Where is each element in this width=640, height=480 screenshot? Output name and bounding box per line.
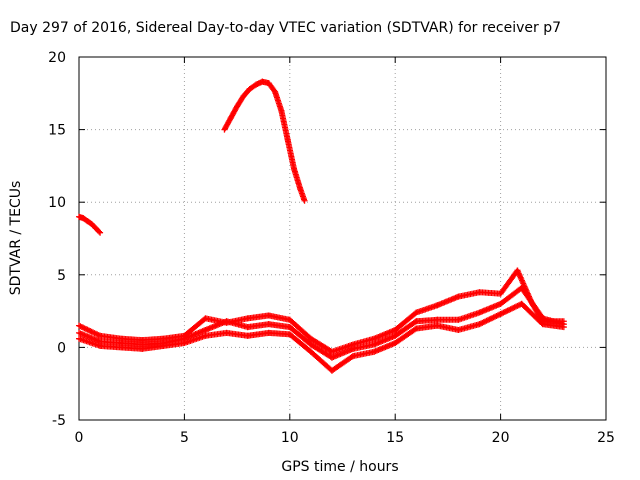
grid bbox=[79, 57, 606, 420]
data-point bbox=[97, 229, 104, 236]
y-tick-label: 10 bbox=[48, 195, 66, 211]
data-point bbox=[411, 319, 418, 326]
data-point bbox=[96, 228, 103, 235]
y-tick-label: 0 bbox=[57, 340, 66, 356]
x-axis-label: GPS time / hours bbox=[281, 459, 398, 475]
y-tick-label: 15 bbox=[48, 123, 66, 139]
x-tick-label: 10 bbox=[281, 430, 299, 446]
data-point bbox=[560, 324, 567, 331]
y-axis-label: SDTVAR / TECUs bbox=[8, 181, 24, 296]
x-tick-label: 0 bbox=[75, 430, 84, 446]
data-point bbox=[301, 197, 308, 204]
data-point bbox=[411, 326, 418, 333]
series-midday-high-arc bbox=[221, 78, 308, 204]
axis-ticks: 0 5 10 15 20 25 -5 0 5 10 15 20 bbox=[48, 50, 615, 446]
series-early-high-arc bbox=[76, 213, 104, 236]
series-low-band-c bbox=[76, 300, 567, 374]
x-tick-label: 25 bbox=[597, 430, 615, 446]
chart-title: Day 297 of 2016, Sidereal Day-to-day VTE… bbox=[10, 20, 561, 36]
x-tick-label: 20 bbox=[492, 430, 510, 446]
series-layer bbox=[76, 78, 567, 374]
x-tick-label: 5 bbox=[180, 430, 189, 446]
data-point bbox=[348, 354, 355, 361]
y-tick-label: 5 bbox=[57, 268, 66, 284]
plot-frame bbox=[78, 56, 607, 421]
y-tick-label: -5 bbox=[52, 413, 66, 429]
x-tick-label: 15 bbox=[386, 430, 404, 446]
y-tick-label: 20 bbox=[48, 50, 66, 66]
